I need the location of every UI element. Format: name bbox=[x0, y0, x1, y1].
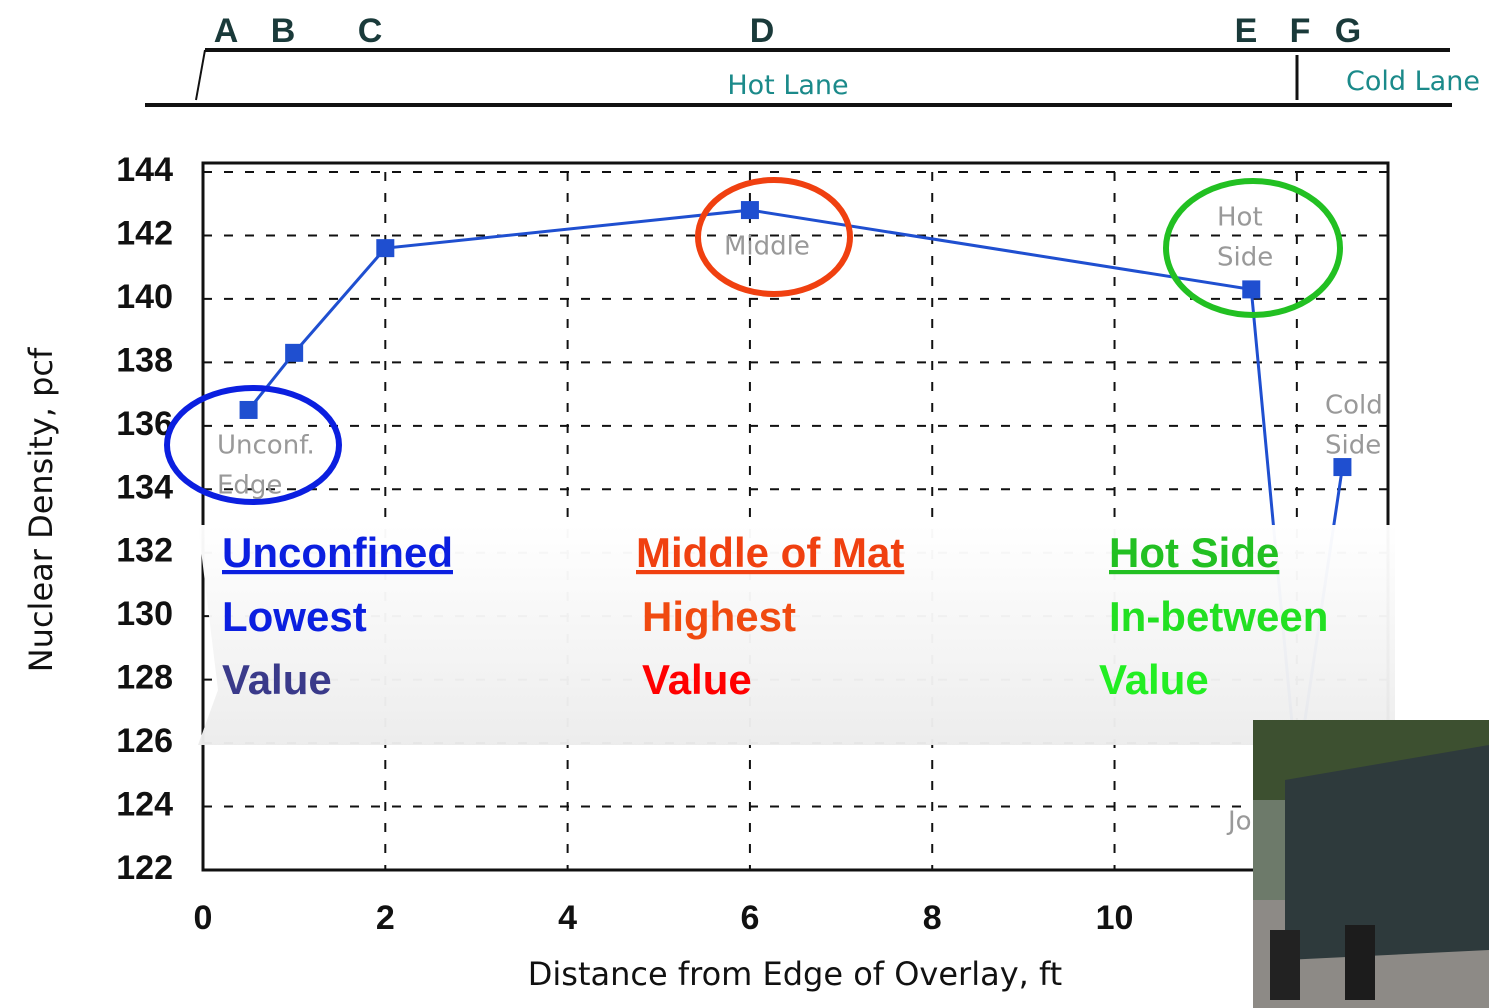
page: {"chart_data": {"type": "line", "x": [0.… bbox=[0, 0, 1489, 1008]
lane-letter: B bbox=[271, 12, 296, 50]
callout-line: Value bbox=[642, 656, 752, 703]
point-annotation: Cold bbox=[1325, 391, 1383, 421]
x-axis-title: Distance from Edge of Overlay, ft bbox=[528, 955, 1062, 993]
y-tick-label: 128 bbox=[116, 659, 173, 697]
data-point bbox=[240, 401, 258, 419]
cold-lane-label: Cold Lane bbox=[1346, 66, 1480, 97]
y-tick-label: 138 bbox=[116, 341, 173, 379]
y-tick-label: 126 bbox=[116, 722, 173, 760]
callout-line: Lowest bbox=[222, 593, 367, 640]
lane-edge bbox=[196, 50, 205, 100]
x-tick-label: 4 bbox=[558, 899, 577, 937]
y-tick-label: 130 bbox=[116, 595, 173, 633]
callout-line: Highest bbox=[642, 593, 796, 640]
lane-letter: C bbox=[358, 12, 383, 50]
x-tick-label: 2 bbox=[376, 899, 395, 937]
x-tick-label: 6 bbox=[740, 899, 759, 937]
data-point bbox=[376, 239, 394, 257]
plot-frame bbox=[203, 163, 1388, 870]
truck-photo bbox=[1253, 720, 1489, 1008]
point-annotation: Side bbox=[1217, 243, 1273, 273]
callout-title: Unconfined bbox=[222, 529, 453, 576]
data-point bbox=[741, 201, 759, 219]
point-annotation: Unconf. bbox=[217, 431, 315, 461]
lane-letter: F bbox=[1290, 12, 1311, 50]
x-tick-label: 10 bbox=[1096, 899, 1134, 937]
x-tick-label: 8 bbox=[923, 899, 942, 937]
point-annotation: Side bbox=[1325, 431, 1381, 461]
callout-line: Value bbox=[1099, 656, 1209, 703]
y-tick-label: 122 bbox=[116, 849, 173, 887]
y-tick-label: 132 bbox=[116, 532, 173, 570]
y-tick-label: 134 bbox=[116, 468, 173, 506]
data-point bbox=[285, 344, 303, 362]
lane-letter: D bbox=[750, 12, 775, 50]
y-tick-label: 136 bbox=[116, 405, 173, 443]
point-annotation: Hot bbox=[1217, 203, 1263, 233]
point-annotation: Edge bbox=[217, 471, 282, 501]
lane-letter: E bbox=[1235, 12, 1258, 50]
lane-letter: A bbox=[214, 12, 239, 50]
point-annotation: Middle bbox=[724, 232, 810, 262]
y-tick-label: 140 bbox=[116, 278, 173, 316]
y-tick-label: 144 bbox=[116, 151, 173, 189]
y-tick-label: 124 bbox=[116, 786, 173, 824]
hot-lane-label: Hot Lane bbox=[727, 70, 848, 101]
figure: AB C D EFG Hot Lane Cold Lane 122 124 126 128 130… bbox=[0, 0, 1489, 1008]
callout-line: Value bbox=[222, 656, 332, 703]
data-point bbox=[1333, 458, 1351, 476]
lane-letter: G bbox=[1335, 12, 1361, 50]
x-tick-label: 0 bbox=[194, 899, 213, 937]
data-point bbox=[1242, 280, 1260, 298]
y-tick-label: 142 bbox=[116, 214, 173, 252]
y-axis-title: Nuclear Density, pcf bbox=[22, 347, 60, 672]
callout-title: Middle of Mat bbox=[636, 529, 904, 576]
callout-title: Hot Side bbox=[1109, 529, 1279, 576]
callout-line: In-between bbox=[1109, 593, 1328, 640]
